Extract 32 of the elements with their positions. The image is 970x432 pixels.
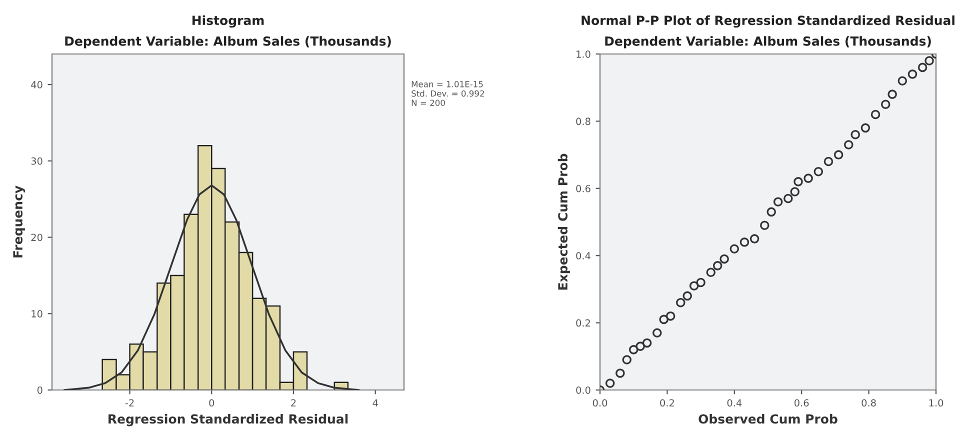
- x-tick-label: -2: [125, 399, 134, 406]
- y-tick-label: 0.6: [576, 184, 590, 192]
- y-tick-label: 10: [32, 310, 42, 318]
- y-tick-label: 0: [37, 386, 42, 394]
- y-tick-label: 0.2: [576, 319, 590, 327]
- x-tick-label: 0.0: [592, 399, 608, 407]
- x-tick-label: 2: [291, 399, 296, 406]
- y-tick-label: 0.8: [576, 118, 590, 126]
- y-tick-label: 0.0: [576, 386, 590, 394]
- y-axis-title: Expected Cum Prob: [558, 154, 570, 290]
- text: N = 200: [412, 100, 445, 106]
- x-tick-label: 0.6: [794, 399, 809, 407]
- x-tick-label: 1.0: [929, 399, 944, 407]
- x-axis-title: Regression Standardized Residual: [108, 414, 348, 426]
- chart-subtitle: Dependent Variable: Album Sales (Thousands): [65, 36, 391, 48]
- chart-title: Normal P-P Plot of Regression Standardized Residual: [582, 15, 954, 28]
- x-tick-label: 0.2: [660, 399, 674, 407]
- x-tick-label: 0.4: [727, 399, 742, 407]
- text: Mean = 1.01E-15: [412, 81, 483, 88]
- text: Std. Dev. = 0.992: [412, 90, 484, 97]
- x-tick-label: 4: [372, 399, 378, 406]
- x-tick-label: 0: [209, 399, 214, 407]
- x-tick-label: 0.8: [862, 399, 876, 407]
- y-tick-label: 30: [31, 157, 42, 165]
- x-axis-title: Observed Cum Prob: [698, 414, 838, 424]
- y-tick-label: 1.0: [576, 50, 590, 58]
- chart-title: Histogram: [192, 15, 264, 28]
- chart-subtitle: Dependent Variable: Album Sales (Thousands): [605, 36, 931, 48]
- y-tick-label: 20: [31, 234, 42, 242]
- y-axis-title: Frequency: [13, 186, 26, 258]
- y-tick-label: 0.4: [576, 252, 590, 260]
- y-tick-label: 40: [31, 81, 42, 88]
